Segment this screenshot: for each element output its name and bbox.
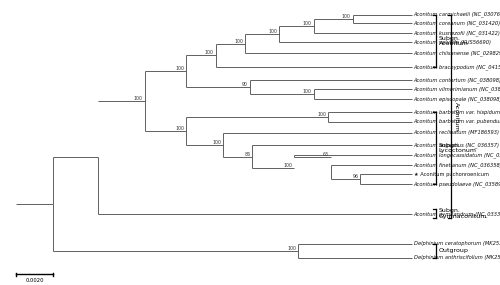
Text: Aconitum carmichaelii (NC_030761): Aconitum carmichaelii (NC_030761) [414,12,500,17]
Text: Aconitum: Aconitum [454,101,460,131]
Text: 100: 100 [234,38,243,44]
Text: Delphinium anthriscifolium (MK253461.1): Delphinium anthriscifolium (MK253461.1) [414,255,500,260]
Text: Aconitum vilmorimianum (NC_038094): Aconitum vilmorimianum (NC_038094) [414,87,500,92]
Text: Aconitum episcopale (NC_038098): Aconitum episcopale (NC_038098) [414,96,500,102]
Text: Aconitum coreanum (NC_031420): Aconitum coreanum (NC_031420) [414,21,500,26]
Text: 0.0020: 0.0020 [25,278,44,283]
Text: 100: 100 [268,29,278,34]
Text: 100: 100 [212,140,221,145]
Text: Subgn.
Lycoctonum: Subgn. Lycoctonum [438,142,476,153]
Text: Aconitum kusnezofii (NC_031422): Aconitum kusnezofii (NC_031422) [414,30,500,36]
Text: 100: 100 [287,246,296,251]
Text: 100: 100 [302,89,312,94]
Text: Subgn.
Gymnaconitum: Subgn. Gymnaconitum [438,208,487,219]
Text: Aconitum volubile (KUS56690): Aconitum volubile (KUS56690) [414,40,492,45]
Text: Delphinium ceratophorum (MK253460.1): Delphinium ceratophorum (MK253460.1) [414,241,500,246]
Text: Aconitum barbatum var. pubendum (KC844054): Aconitum barbatum var. pubendum (KC84405… [414,119,500,124]
Text: 100: 100 [134,96,142,101]
Text: Aconitum pseudolaeve (NC_035892): Aconitum pseudolaeve (NC_035892) [414,181,500,187]
Text: Aconitum angustius (NC_036357): Aconitum angustius (NC_036357) [414,142,500,148]
Text: Aconitum chiisanense (NC_029829): Aconitum chiisanense (NC_029829) [414,50,500,56]
Text: Outgroup: Outgroup [438,248,468,253]
Text: 100: 100 [283,163,292,168]
Text: 86: 86 [244,152,250,157]
Text: 63: 63 [323,152,329,157]
Text: Aconitum reclinatum (MF186593): Aconitum reclinatum (MF186593) [414,130,500,135]
Text: 100: 100 [302,21,312,26]
Text: Aconitum contortum (NC_038098): Aconitum contortum (NC_038098) [414,77,500,83]
Text: 90: 90 [242,82,248,87]
Text: 100: 100 [176,126,184,131]
Text: 100: 100 [204,50,214,56]
Text: 100: 100 [318,112,326,117]
Text: 100: 100 [176,66,184,71]
Text: Subgn.
Aconitum: Subgn. Aconitum [438,36,468,46]
Text: 100: 100 [342,14,351,19]
Text: 96: 96 [352,174,358,179]
Text: Aconitum gymnandrum (NC_033341): Aconitum gymnandrum (NC_033341) [414,211,500,217]
Text: Aconitum barbatum var. hispidum (KT820664): Aconitum barbatum var. hispidum (KT82066… [414,110,500,115]
Text: Aconitum brachypodum (NC_041579): Aconitum brachypodum (NC_041579) [414,64,500,70]
Text: Aconitum longecassidatum (NC_035894): Aconitum longecassidatum (NC_035894) [414,152,500,158]
Text: ★ Aconitum puchonroenicum: ★ Aconitum puchonroenicum [414,172,488,177]
Text: Aconitum finetianum (NC_036358): Aconitum finetianum (NC_036358) [414,162,500,168]
